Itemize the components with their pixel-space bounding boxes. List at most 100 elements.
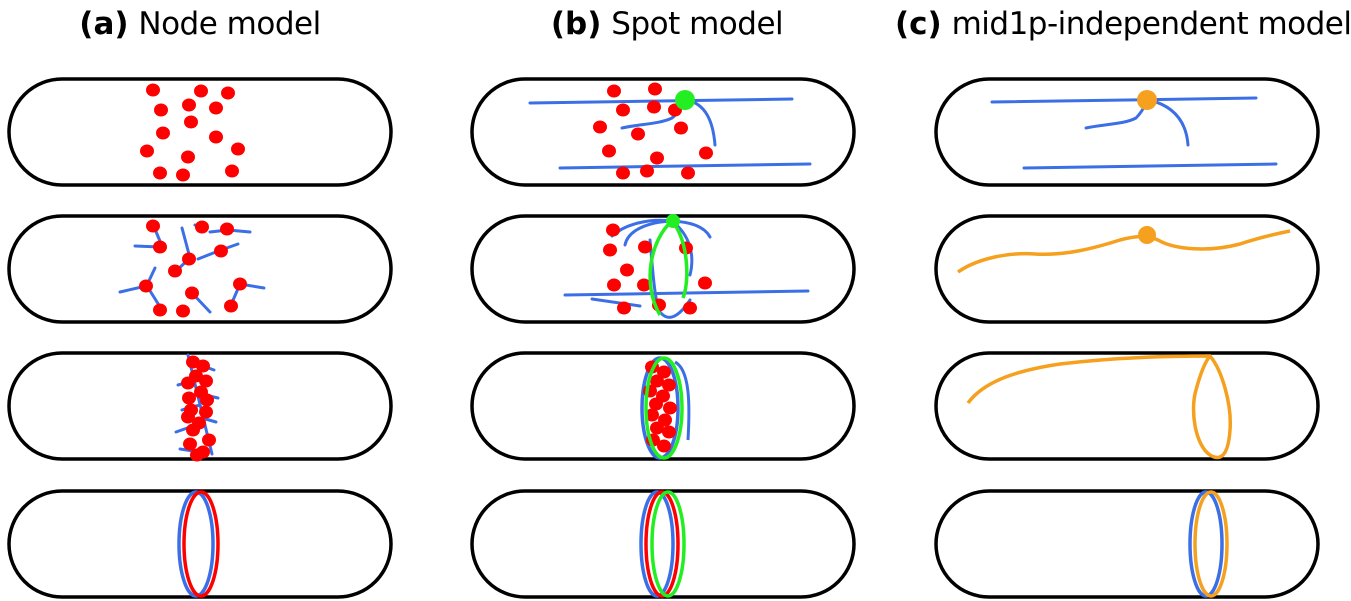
node-dots (140, 83, 245, 182)
cell-outline (7, 77, 393, 187)
node-dot (156, 126, 170, 140)
node-dot (181, 376, 195, 390)
node-dot (200, 393, 214, 407)
actin-filament (118, 220, 266, 314)
panel-c-row-2 (956, 226, 1291, 274)
panel-b-label: (b) (550, 6, 602, 42)
cell-outline (934, 214, 1320, 324)
node-dot (183, 437, 197, 451)
node-dot (674, 121, 688, 135)
node-dot (194, 84, 208, 98)
node-dot (221, 86, 235, 100)
panel-c-row-1 (990, 90, 1278, 170)
node-dot (645, 408, 659, 422)
actin-filament (674, 360, 691, 441)
node-dot (199, 405, 213, 419)
node-dot (231, 142, 245, 156)
node-dot (593, 120, 607, 134)
node-dot (153, 303, 167, 317)
panel-b-row-3 (640, 356, 691, 460)
node-dot (683, 301, 697, 315)
node-dot (663, 401, 677, 415)
node-dot (602, 144, 616, 158)
independent-filament (956, 229, 1291, 274)
node-dot (146, 219, 160, 233)
node-dot (607, 278, 621, 292)
node-dot (182, 98, 196, 112)
node-dot (650, 421, 664, 435)
spot-ring (644, 356, 684, 460)
actin-filament (1084, 98, 1149, 130)
node-dot (657, 439, 671, 453)
node-dots (593, 82, 713, 180)
node-dots (139, 219, 247, 318)
node-ring (644, 490, 680, 598)
actin-filament (1022, 162, 1278, 170)
node-dot (214, 244, 228, 258)
actin-filament (563, 289, 810, 297)
actin-ring (1188, 490, 1224, 598)
node-dot (182, 391, 196, 405)
actin-filament (1147, 98, 1190, 147)
node-dot (186, 423, 200, 437)
panel-a-row-1 (140, 83, 245, 182)
node-dot (199, 374, 213, 388)
panel-b-name: Spot model (611, 6, 784, 42)
panel-a-row-3 (174, 353, 220, 462)
node-dot (202, 433, 216, 447)
cell-outline (470, 77, 856, 187)
panel-b-row-2 (563, 214, 810, 319)
node-dot (637, 278, 651, 292)
node-dot (603, 243, 617, 257)
panel-c-title: (c) mid1p-independent model (895, 4, 1351, 44)
actin-ring (639, 490, 675, 598)
node-dot (649, 397, 663, 411)
panel-c-row-3 (966, 354, 1232, 460)
node-dot (153, 166, 167, 180)
node-dot (616, 103, 630, 117)
cell-outline (470, 489, 856, 599)
node-dot (657, 365, 671, 379)
panel-c-row-4 (1188, 490, 1229, 598)
node-dot (647, 100, 661, 114)
spot-dot (666, 214, 680, 228)
node-dot (648, 82, 662, 96)
node-dot (182, 252, 196, 266)
cell-outline (934, 351, 1320, 461)
node-dot (631, 127, 645, 141)
node-ring (182, 490, 220, 598)
node-dot (699, 146, 713, 160)
node-dot (640, 164, 654, 178)
independent-dot (1137, 90, 1157, 110)
panel-c-name: mid1p-independent model (951, 6, 1351, 42)
independent-dot (1138, 226, 1156, 244)
node-dot (176, 304, 190, 318)
cell-outline (7, 214, 393, 324)
independent-ring-forming (966, 354, 1232, 460)
node-dot (154, 103, 168, 117)
node-dot (195, 220, 209, 234)
cell-outline (7, 489, 393, 599)
cell-outline (470, 214, 856, 324)
panel-a-row-2 (118, 219, 266, 318)
spot-ring-partial (670, 219, 689, 299)
node-dot (224, 299, 238, 313)
node-dot (181, 410, 195, 424)
node-dots (603, 223, 712, 315)
node-dot (209, 101, 223, 115)
node-dot (681, 166, 695, 180)
node-dot (176, 168, 190, 182)
panel-b-row-1 (528, 82, 812, 180)
node-dot (153, 240, 167, 254)
node-dot (620, 263, 634, 277)
actin-filament (558, 162, 812, 170)
actin-filament (990, 96, 1258, 104)
node-dot (146, 83, 160, 97)
actin-filament (528, 97, 794, 105)
node-dot (139, 279, 153, 293)
node-dot (617, 301, 631, 315)
node-dot (196, 359, 210, 373)
node-dot (225, 164, 239, 178)
spot-ring-partial (648, 219, 674, 316)
